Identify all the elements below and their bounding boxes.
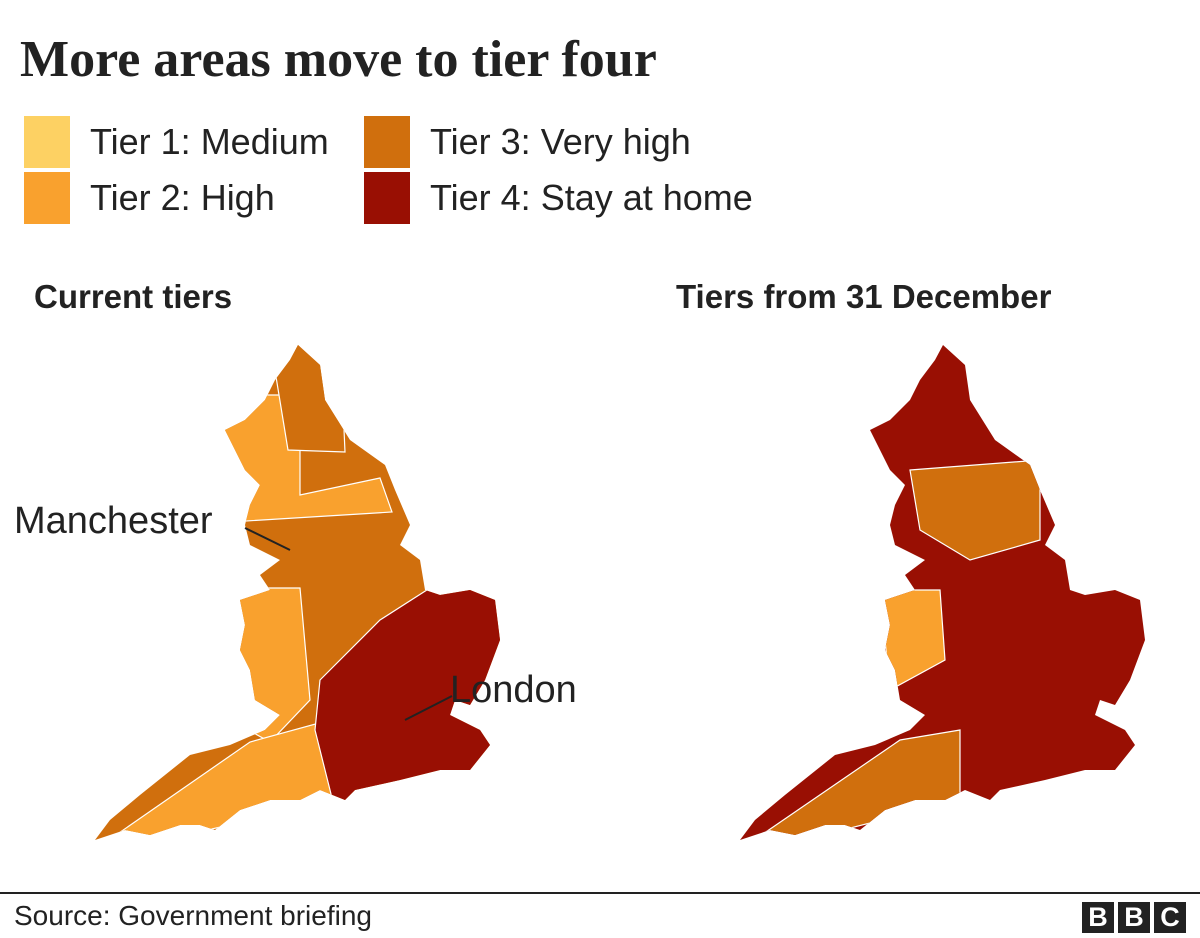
map-december — [740, 345, 1145, 840]
annotation: London — [450, 669, 577, 711]
rule — [0, 892, 1200, 894]
region — [314, 587, 500, 811]
map-current — [95, 345, 500, 840]
legend-item: Tier 4: Stay at home — [364, 172, 753, 224]
region — [909, 459, 1041, 561]
map-title: Tiers from 31 December — [676, 278, 1052, 315]
logo-letter: B — [1082, 902, 1114, 933]
legend-item: Tier 2: High — [24, 172, 275, 224]
swatch — [364, 172, 410, 224]
logo: B B C — [1082, 902, 1186, 933]
map-title: Current tiers — [34, 278, 233, 315]
logo-letter: C — [1154, 902, 1186, 933]
region — [95, 719, 336, 840]
maps: Manchester London — [14, 345, 1145, 840]
legend-label: Tier 1: Medium — [90, 121, 329, 162]
region — [740, 729, 961, 840]
source: Source: Government briefing — [14, 900, 372, 931]
leader-line — [404, 695, 453, 721]
swatch — [24, 116, 70, 168]
leader-line — [244, 527, 291, 551]
annotation: Manchester — [14, 500, 213, 542]
legend-label: Tier 2: High — [90, 177, 275, 218]
swatch — [364, 116, 410, 168]
legend-item: Tier 3: Very high — [364, 116, 691, 168]
legend-label: Tier 4: Stay at home — [430, 177, 753, 218]
swatch — [24, 172, 70, 224]
legend-label: Tier 3: Very high — [430, 121, 691, 162]
logo-letter: B — [1118, 902, 1150, 933]
title: More areas move to tier four — [20, 31, 657, 88]
legend-item: Tier 1: Medium — [24, 116, 329, 168]
